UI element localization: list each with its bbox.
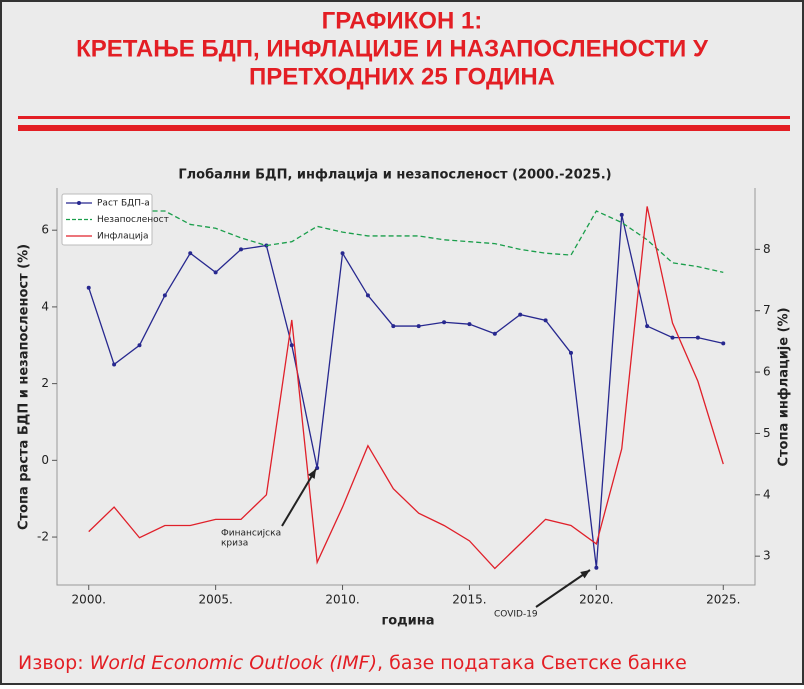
point (188, 251, 193, 256)
x-tick-label: 2005. (198, 593, 232, 607)
y2-tick-label: 3 (763, 549, 771, 563)
point (568, 350, 573, 355)
x-tick-label: 2020. (579, 593, 613, 607)
axis-frame (56, 188, 756, 586)
annotation: COVID-19 (494, 610, 538, 620)
x-axis-label: година (381, 614, 434, 629)
point (340, 251, 345, 256)
x-tick-label: 2015. (452, 593, 486, 607)
y2-tick-label: 8 (763, 242, 771, 256)
x-tick-label: 2025. (706, 593, 740, 607)
annotation-arrow (535, 569, 591, 608)
y-tick-label: 2 (41, 376, 49, 390)
rule (18, 125, 790, 131)
legend-label: Инфлација (97, 232, 149, 242)
y2-tick-label: 7 (763, 303, 771, 317)
point (442, 320, 447, 325)
point (315, 466, 320, 471)
point (162, 293, 167, 298)
x-tick-label: 2010. (325, 593, 359, 607)
point (467, 322, 472, 327)
point (619, 212, 624, 217)
point (86, 285, 91, 290)
page-title: ПРЕТХОДНИХ 25 ГОДИНА (249, 63, 555, 90)
series-line (88, 210, 724, 274)
point (239, 247, 244, 252)
legend-label: Незапосленост (97, 215, 169, 225)
legend-label: Раст БДП-а (97, 199, 150, 209)
series-line (88, 206, 724, 570)
point (492, 331, 497, 336)
point (289, 343, 294, 348)
y-tick-label: 4 (41, 299, 49, 313)
point (645, 324, 650, 329)
source-suffix: , базе података Светске банке (377, 652, 687, 674)
series-line (88, 214, 724, 568)
point (721, 341, 726, 346)
source-italic: World Economic Outlook (IMF) (90, 652, 377, 674)
annotation-arrowhead (307, 469, 316, 479)
y-tick-label: 0 (41, 453, 49, 467)
point (670, 335, 675, 340)
y2-axis-label: Стопа инфлације (%) (777, 307, 792, 466)
point (391, 324, 396, 329)
point (137, 343, 142, 348)
source: Извор: World Economic Outlook (IMF), баз… (18, 652, 687, 674)
annotation-arrow (281, 468, 317, 527)
source-prefix: Извор: (18, 652, 90, 674)
point (695, 335, 700, 340)
legend-marker (77, 201, 81, 205)
point (112, 362, 117, 367)
y-tick-label: 6 (41, 223, 49, 237)
annotation: криза (221, 539, 248, 549)
annotation: Финансијска (221, 529, 281, 539)
point (543, 318, 548, 323)
point (594, 565, 599, 570)
page-title: КРЕТАЊЕ БДП, ИНФЛАЦИЈЕ И НАЗАПОСЛЕНОСТИ … (76, 35, 709, 62)
y2-tick-label: 6 (763, 365, 771, 379)
plot: 2000. 2005. 2010. 2015. 2020. 2025. -2 0 2 4 6 3 4 5 6… (37, 188, 771, 620)
chart-title: Глобални БДП, инфлација и незапосленост … (178, 168, 611, 183)
y2-tick-label: 5 (763, 426, 771, 440)
legend-box (61, 193, 153, 246)
point (213, 270, 218, 275)
rule (18, 116, 790, 119)
point (416, 324, 421, 329)
y-tick-label: -2 (37, 530, 49, 544)
annotation-arrowhead (580, 570, 590, 579)
x-tick-label: 2000. (72, 593, 106, 607)
point (365, 293, 370, 298)
y2-tick-label: 4 (763, 487, 771, 501)
page-title: ГРАФИКОН 1: (322, 7, 483, 34)
point (518, 312, 523, 317)
y-axis-label: Стопа раста БДП и незапосленост (%) (17, 244, 32, 530)
